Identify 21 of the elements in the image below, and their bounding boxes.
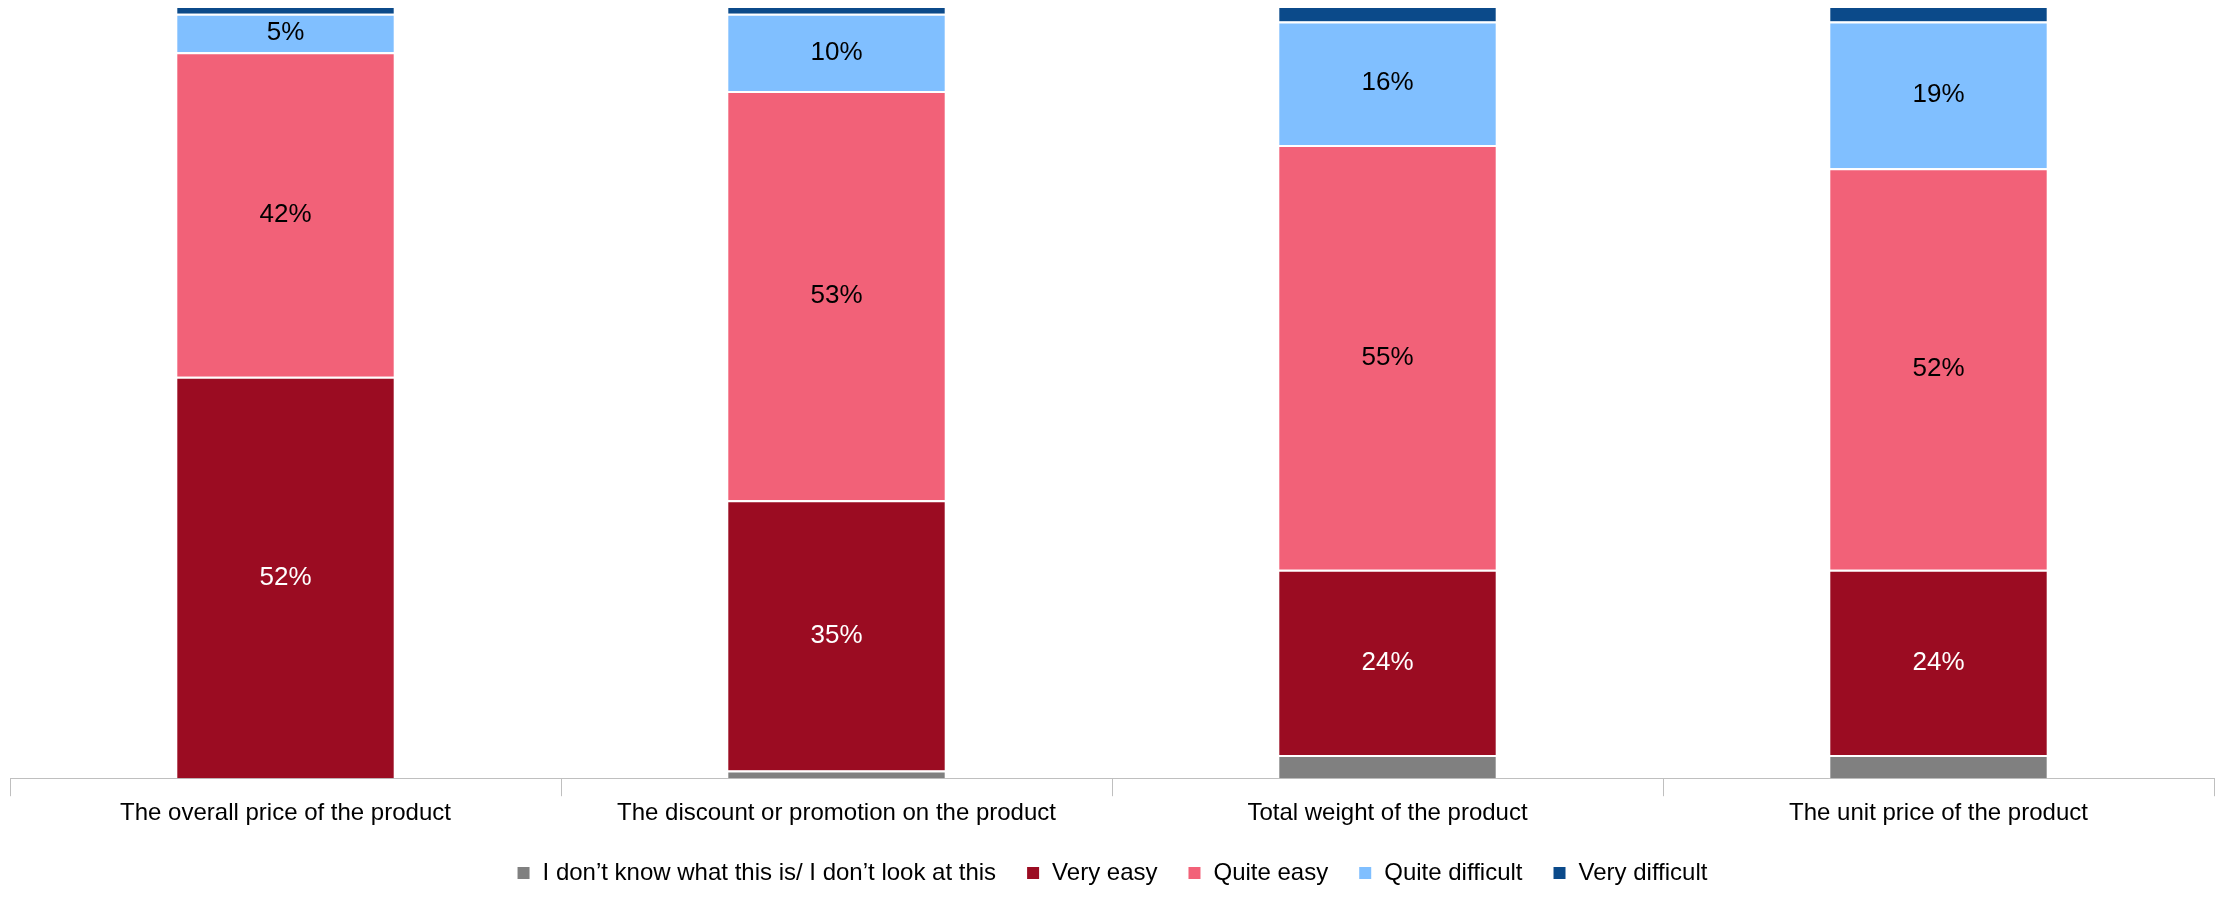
legend-label: Very difficult (1578, 857, 1708, 885)
data-label: 42% (259, 197, 312, 228)
x-tick-label: The discount or promotion on the product (617, 798, 1057, 826)
data-label: 55% (1361, 340, 1414, 371)
data-label: 19% (1912, 77, 1965, 108)
data-label: 53% (810, 278, 863, 309)
data-label: 35% (810, 618, 863, 649)
legend-label: Quite easy (1213, 857, 1329, 885)
data-label: 24% (1361, 645, 1414, 676)
data-label: 16% (1361, 66, 1414, 97)
data-label: 5% (266, 16, 305, 47)
x-tick-label: Total weight of the product (1247, 798, 1528, 826)
data-label: 52% (259, 560, 312, 591)
x-tick-label: The unit price of the product (1789, 798, 2089, 826)
data-label: 24% (1912, 645, 1965, 676)
legend-label: Quite difficult (1384, 857, 1523, 885)
legend-label: Very easy (1052, 857, 1158, 885)
x-tick-label: The overall price of the product (120, 798, 452, 826)
legend-label: I don’t know what this is/ I don’t look at this (542, 857, 997, 885)
data-label: 10% (810, 35, 863, 66)
data-label: 52% (1912, 352, 1965, 383)
